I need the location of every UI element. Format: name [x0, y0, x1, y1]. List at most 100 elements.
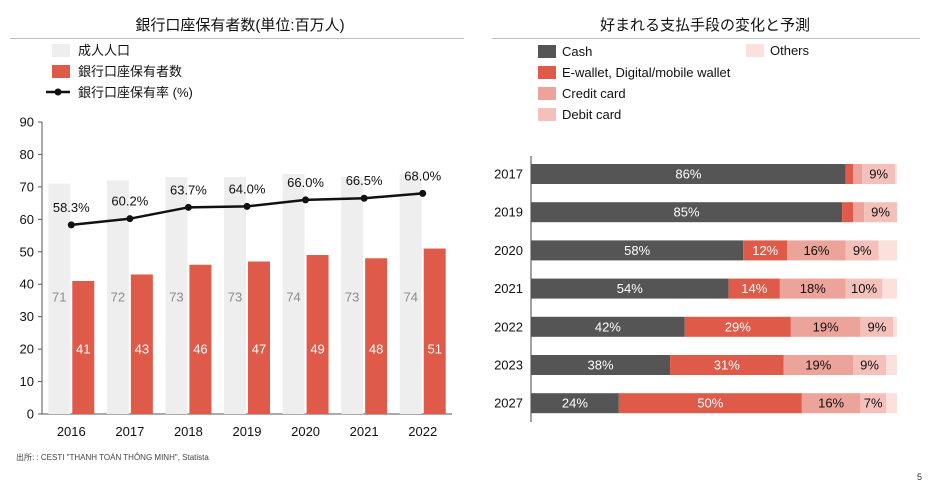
segment-e-wallet-digital-mobile-wallet — [728, 278, 780, 299]
legend-swatch-account-holders — [52, 65, 70, 78]
adult-population-label: 72 — [111, 290, 125, 305]
account-holders-bar — [423, 248, 446, 414]
segment-cash — [531, 240, 744, 261]
legend-label-credit-card: Credit card — [562, 86, 626, 101]
legend-swatch-e-wallet-digital-mobile-wallet — [538, 66, 556, 79]
segment-cash — [531, 164, 846, 184]
adult-population-label: 74 — [403, 290, 417, 305]
y-tick-label: 70 — [20, 179, 34, 194]
segment-label: 7% — [864, 396, 883, 411]
account-holders-bar — [130, 274, 153, 414]
segment-label: 42% — [595, 319, 621, 334]
x-tick-label: 2022 — [408, 424, 437, 439]
adult-population-label: 73 — [345, 290, 359, 305]
segment-label: 54% — [617, 281, 643, 296]
category-label: 2027 — [494, 396, 523, 411]
left-chart-title: 銀行口座保有者数(単位:百万人) — [135, 17, 345, 34]
segment-others — [886, 393, 897, 414]
ownership-rate-label: 64.0% — [229, 181, 266, 196]
x-tick-label: 2020 — [291, 424, 320, 439]
y-tick-label: 50 — [20, 244, 34, 259]
category-label: 2021 — [494, 281, 523, 296]
x-tick-label: 2019 — [233, 424, 262, 439]
segment-e-wallet-digital-mobile-wallet — [684, 316, 791, 337]
segment-cash — [531, 316, 685, 337]
account-holders-label: 51 — [427, 342, 441, 357]
segment-e-wallet-digital-mobile-wallet — [670, 355, 784, 375]
segment-credit-card — [853, 202, 865, 223]
segment-debit-card — [860, 316, 894, 337]
segment-debit-card — [845, 278, 883, 299]
segment-credit-card — [787, 240, 846, 261]
segment-others — [886, 355, 897, 375]
y-tick-label: 90 — [20, 115, 34, 130]
segment-others — [895, 164, 897, 184]
segment-credit-card — [783, 355, 854, 375]
segment-label: 31% — [714, 358, 740, 373]
bank-account-holders-chart: 0 10 20 30 40 50 60 70 80 90 71 41 2016 72 43 2017 73 46 2… — [20, 43, 452, 439]
segment-label: 19% — [813, 319, 839, 334]
y-tick-label: 40 — [20, 277, 34, 292]
x-tick-label: 2021 — [350, 424, 379, 439]
ownership-rate-point — [302, 196, 310, 204]
ownership-rate-point — [184, 203, 192, 211]
x-tick-label: 2018 — [174, 424, 203, 439]
adult-population-bar — [224, 177, 246, 414]
legend-label-account-holders: 銀行口座保有者数 — [78, 64, 182, 79]
segment-debit-card — [845, 240, 879, 261]
adult-population-label: 73 — [228, 290, 242, 305]
segment-label: 86% — [675, 167, 701, 182]
segment-e-wallet-digital-mobile-wallet — [845, 164, 854, 184]
segment-debit-card — [864, 202, 897, 223]
account-holders-label: 41 — [76, 342, 90, 357]
segment-label: 50% — [697, 396, 723, 411]
ownership-rate-label: 66.5% — [346, 173, 383, 188]
adult-population-label: 73 — [169, 290, 183, 305]
adult-population-bar — [399, 173, 422, 414]
ownership-rate-point — [126, 215, 134, 223]
ownership-rate-label: 60.2% — [111, 194, 148, 209]
segment-credit-card — [779, 278, 846, 299]
segment-label: 9% — [853, 243, 872, 258]
category-label: 2023 — [494, 358, 523, 373]
segment-label: 38% — [588, 358, 614, 373]
segment-label: 18% — [800, 281, 826, 296]
account-holders-bar — [189, 264, 212, 414]
legend-swatch-others — [746, 44, 764, 57]
segment-credit-card — [853, 164, 863, 184]
segment-debit-card — [853, 355, 887, 375]
segment-label: 12% — [752, 243, 778, 258]
legend-label-adult-population: 成人人口 — [78, 43, 130, 58]
segment-cash — [531, 202, 843, 223]
account-holders-bar — [248, 261, 270, 414]
segment-debit-card — [860, 393, 887, 414]
segment-e-wallet-digital-mobile-wallet — [842, 202, 854, 223]
legend-label-cash: Cash — [562, 44, 592, 59]
legend-marker-ownership-rate — [54, 88, 62, 96]
y-tick-label: 10 — [20, 374, 34, 389]
account-holders-label: 49 — [310, 342, 324, 357]
legend-swatch-cash — [538, 45, 556, 58]
account-holders-bar — [365, 258, 388, 414]
legend-label-e-wallet-digital-mobile-wallet: E-wallet, Digital/mobile wallet — [562, 65, 731, 80]
y-tick-label: 30 — [20, 309, 34, 324]
category-label: 2022 — [494, 319, 523, 334]
source-note: 出所: : CESTI "THANH TOÁN THÔNG MINH", Sta… — [16, 453, 209, 462]
account-holders-bar — [72, 280, 95, 414]
segment-label: 9% — [860, 358, 879, 373]
ownership-rate-point — [243, 202, 251, 210]
segment-label: 9% — [867, 319, 886, 334]
segment-e-wallet-digital-mobile-wallet — [743, 240, 788, 261]
x-tick-label: 2017 — [115, 424, 144, 439]
segment-others — [893, 316, 897, 337]
legend-swatch-debit-card — [538, 108, 556, 121]
left-title-divider — [10, 38, 464, 39]
segment-credit-card — [801, 393, 861, 414]
adult-population-label: 74 — [286, 290, 300, 305]
account-holders-label: 46 — [193, 342, 207, 357]
segment-label: 10% — [851, 281, 877, 296]
segment-label: 14% — [741, 281, 767, 296]
legend-swatch-adult-population — [52, 44, 70, 57]
account-holders-label: 43 — [135, 342, 149, 357]
legend-label-ownership-rate: 銀行口座保有率 (%) — [78, 85, 193, 100]
